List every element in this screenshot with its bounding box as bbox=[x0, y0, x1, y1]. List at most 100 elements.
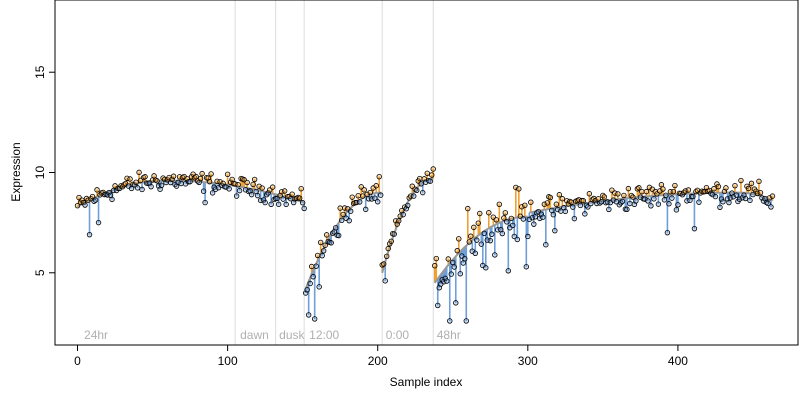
data-point bbox=[720, 199, 726, 205]
data-point bbox=[433, 255, 439, 262]
data-point bbox=[471, 224, 477, 231]
data-point bbox=[625, 185, 632, 192]
data-point bbox=[685, 187, 692, 193]
data-point bbox=[715, 183, 722, 190]
data-point bbox=[420, 189, 426, 196]
data-point bbox=[158, 182, 165, 189]
data-point bbox=[381, 261, 387, 267]
data-point bbox=[526, 216, 533, 223]
data-point bbox=[496, 201, 502, 208]
data-point bbox=[335, 232, 342, 239]
annotation-label: 24hr bbox=[84, 328, 108, 342]
x-tick-label: 400 bbox=[668, 354, 688, 368]
data-point bbox=[417, 175, 423, 182]
annotation-label: 12:00 bbox=[309, 328, 339, 342]
data-point bbox=[522, 202, 528, 209]
data-point bbox=[547, 194, 554, 201]
data-point bbox=[199, 170, 205, 177]
data-point bbox=[714, 181, 720, 187]
data-point bbox=[424, 170, 430, 177]
data-point bbox=[332, 225, 339, 231]
data-point bbox=[233, 193, 240, 199]
data-point bbox=[756, 178, 762, 185]
data-point bbox=[633, 198, 639, 204]
data-point bbox=[202, 199, 208, 206]
data-point bbox=[462, 255, 468, 262]
data-point bbox=[317, 239, 324, 246]
data-point bbox=[296, 195, 303, 201]
data-point bbox=[254, 192, 261, 199]
data-point bbox=[355, 193, 361, 199]
data-point bbox=[227, 179, 234, 185]
data-point bbox=[307, 280, 313, 287]
data-point bbox=[636, 185, 642, 191]
annotation-label: 0:00 bbox=[386, 328, 410, 342]
data-point bbox=[621, 192, 627, 199]
data-point bbox=[260, 197, 267, 203]
data-point bbox=[508, 215, 515, 222]
data-point bbox=[544, 200, 551, 206]
data-point bbox=[493, 217, 499, 223]
data-point bbox=[460, 260, 466, 266]
annotation-label: 48hr bbox=[437, 328, 461, 342]
data-point bbox=[200, 188, 207, 194]
data-point bbox=[405, 202, 411, 209]
data-point bbox=[244, 179, 250, 186]
data-point bbox=[601, 194, 608, 200]
data-point bbox=[109, 196, 115, 203]
data-point bbox=[187, 178, 193, 185]
data-point bbox=[726, 199, 732, 206]
data-point bbox=[648, 203, 654, 209]
data-point bbox=[577, 202, 584, 209]
data-point bbox=[89, 193, 96, 200]
data-point bbox=[197, 175, 204, 182]
y-tick-label: 5 bbox=[33, 269, 47, 276]
data-point bbox=[619, 198, 626, 205]
data-point bbox=[586, 191, 593, 197]
x-tick-label: 100 bbox=[218, 354, 238, 368]
data-point bbox=[269, 184, 276, 190]
data-point bbox=[262, 199, 268, 206]
data-point bbox=[568, 199, 575, 205]
data-point bbox=[552, 227, 558, 234]
data-point bbox=[299, 200, 306, 206]
data-point bbox=[430, 166, 436, 172]
data-point bbox=[556, 192, 563, 198]
data-point bbox=[427, 178, 433, 184]
data-point bbox=[453, 300, 459, 306]
data-point bbox=[672, 182, 678, 189]
data-point bbox=[357, 199, 363, 205]
data-point-layer bbox=[74, 166, 776, 324]
data-point bbox=[651, 196, 657, 202]
data-point bbox=[283, 201, 289, 208]
data-point bbox=[627, 200, 633, 207]
data-point bbox=[418, 181, 424, 187]
data-point bbox=[466, 239, 472, 245]
data-point bbox=[388, 238, 394, 245]
data-point bbox=[489, 231, 495, 237]
data-point bbox=[748, 180, 755, 187]
data-point bbox=[745, 185, 752, 192]
data-point bbox=[378, 192, 384, 198]
data-point bbox=[519, 204, 525, 210]
data-point bbox=[540, 214, 546, 220]
data-point bbox=[483, 265, 489, 271]
data-point bbox=[474, 237, 480, 243]
data-point bbox=[513, 184, 519, 191]
data-point bbox=[305, 312, 312, 318]
data-point bbox=[690, 193, 696, 200]
data-point bbox=[550, 212, 557, 218]
data-point bbox=[463, 318, 469, 324]
data-point bbox=[323, 232, 330, 238]
data-point bbox=[553, 201, 560, 207]
data-point bbox=[94, 187, 100, 193]
data-point bbox=[396, 218, 402, 224]
data-point bbox=[523, 264, 530, 270]
data-point bbox=[669, 195, 675, 201]
data-point bbox=[477, 210, 483, 217]
data-point bbox=[442, 275, 448, 282]
data-point bbox=[520, 216, 527, 222]
data-point bbox=[643, 188, 650, 195]
data-point bbox=[314, 252, 321, 259]
